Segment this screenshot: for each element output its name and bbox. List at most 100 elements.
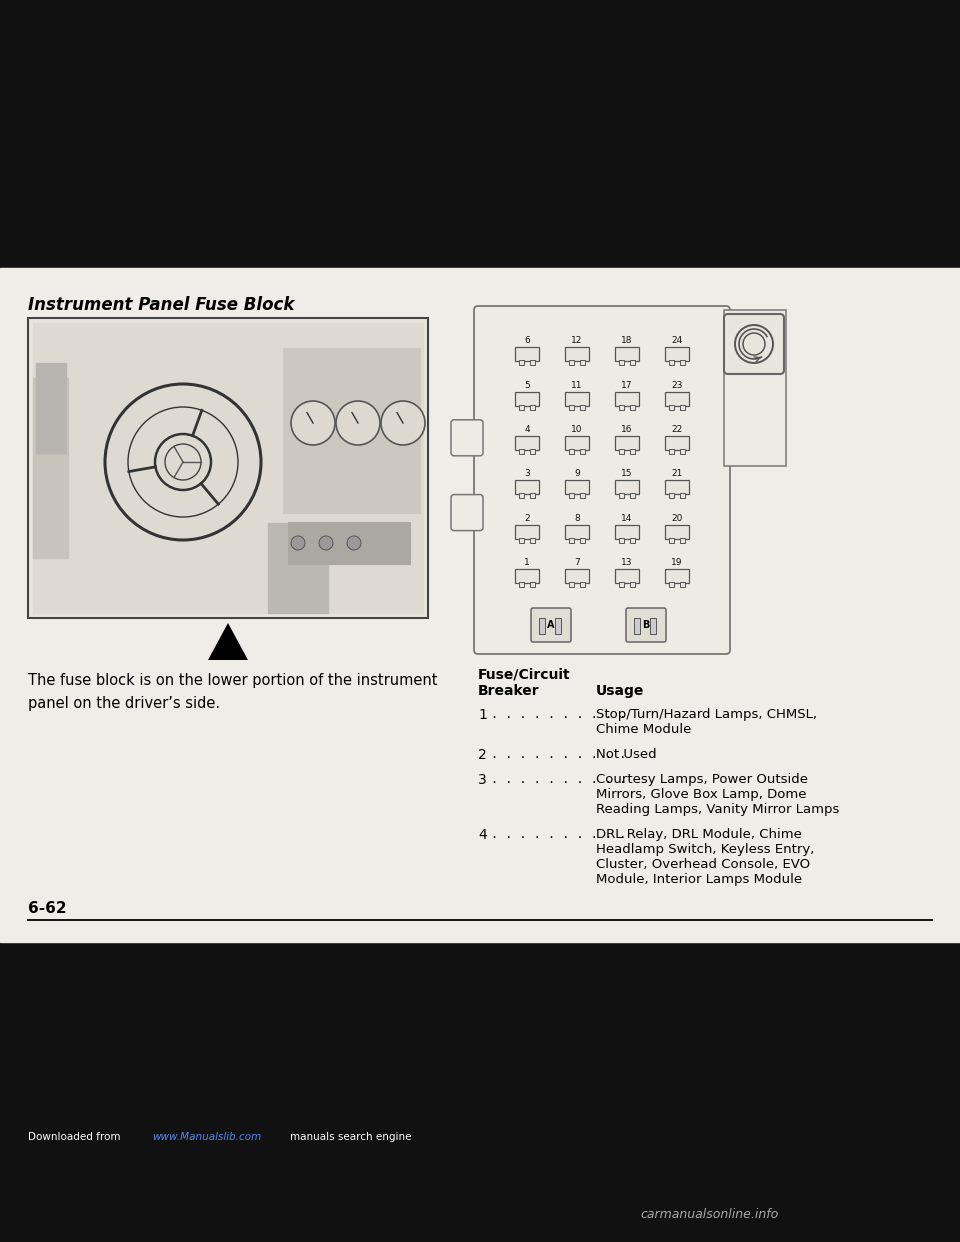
FancyBboxPatch shape: [565, 524, 589, 539]
Bar: [580, 581, 585, 586]
FancyBboxPatch shape: [28, 318, 428, 619]
FancyBboxPatch shape: [615, 481, 639, 494]
Text: Mirrors, Glove Box Lamp, Dome: Mirrors, Glove Box Lamp, Dome: [596, 787, 806, 801]
Text: 1: 1: [478, 708, 487, 722]
Bar: [630, 360, 635, 365]
Text: 22: 22: [671, 425, 683, 433]
Text: 4: 4: [524, 425, 530, 433]
Text: 16: 16: [621, 425, 633, 433]
Bar: [650, 619, 656, 633]
Text: Usage: Usage: [596, 684, 644, 698]
Polygon shape: [208, 623, 248, 660]
Bar: [33, 378, 68, 558]
Bar: [519, 581, 524, 586]
Bar: [619, 448, 624, 453]
Text: 5: 5: [524, 380, 530, 390]
Bar: [569, 448, 574, 453]
Text: 8: 8: [574, 513, 580, 523]
Bar: [669, 405, 674, 410]
Bar: [519, 448, 524, 453]
FancyBboxPatch shape: [531, 609, 571, 642]
Text: www.Manualslib.com: www.Manualslib.com: [152, 1131, 261, 1141]
Bar: [630, 581, 635, 586]
Bar: [268, 523, 328, 614]
Text: 2: 2: [524, 513, 530, 523]
Bar: [630, 538, 635, 543]
Text: B: B: [642, 620, 650, 630]
FancyBboxPatch shape: [565, 348, 589, 361]
Bar: [539, 619, 545, 633]
Text: Reading Lamps, Vanity Mirror Lamps: Reading Lamps, Vanity Mirror Lamps: [596, 804, 839, 816]
Text: carmanualsonline.info: carmanualsonline.info: [640, 1207, 779, 1221]
Bar: [283, 348, 420, 513]
FancyBboxPatch shape: [565, 436, 589, 450]
FancyBboxPatch shape: [615, 391, 639, 405]
FancyBboxPatch shape: [565, 391, 589, 405]
Bar: [519, 538, 524, 543]
FancyBboxPatch shape: [724, 314, 784, 374]
FancyBboxPatch shape: [515, 524, 539, 539]
Text: Breaker: Breaker: [478, 684, 540, 698]
Bar: [724, 310, 786, 467]
Text: Cluster, Overhead Console, EVO: Cluster, Overhead Console, EVO: [596, 858, 810, 871]
Text: Module, Interior Lamps Module: Module, Interior Lamps Module: [596, 873, 803, 886]
Bar: [530, 360, 535, 365]
Text: 1: 1: [524, 558, 530, 566]
Bar: [33, 323, 423, 614]
FancyBboxPatch shape: [665, 436, 689, 450]
Circle shape: [291, 537, 305, 550]
Bar: [0, 268, 960, 941]
Text: 7: 7: [574, 558, 580, 566]
FancyBboxPatch shape: [665, 524, 689, 539]
Text: 24: 24: [671, 337, 683, 345]
Bar: [580, 448, 585, 453]
Bar: [580, 538, 585, 543]
Bar: [619, 493, 624, 498]
Bar: [630, 448, 635, 453]
FancyBboxPatch shape: [665, 348, 689, 361]
Text: A: A: [547, 620, 555, 630]
FancyBboxPatch shape: [451, 494, 483, 530]
FancyBboxPatch shape: [665, 569, 689, 582]
Text: 18: 18: [621, 337, 633, 345]
Circle shape: [336, 401, 380, 445]
Bar: [569, 538, 574, 543]
Text: 15: 15: [621, 469, 633, 478]
Text: 3: 3: [524, 469, 530, 478]
Text: 6-62: 6-62: [28, 900, 66, 917]
Bar: [680, 493, 685, 498]
Bar: [519, 493, 524, 498]
Bar: [680, 538, 685, 543]
Text: 3: 3: [478, 773, 487, 787]
FancyBboxPatch shape: [515, 391, 539, 405]
Bar: [669, 493, 674, 498]
Text: . . . . . . . . . .: . . . . . . . . . .: [491, 828, 626, 841]
FancyBboxPatch shape: [615, 524, 639, 539]
FancyBboxPatch shape: [665, 481, 689, 494]
Text: Chime Module: Chime Module: [596, 723, 691, 737]
Bar: [619, 538, 624, 543]
Bar: [569, 405, 574, 410]
Text: 17: 17: [621, 380, 633, 390]
FancyBboxPatch shape: [665, 391, 689, 405]
Bar: [669, 581, 674, 586]
Bar: [580, 360, 585, 365]
Circle shape: [319, 537, 333, 550]
Text: Instrument Panel Fuse Block: Instrument Panel Fuse Block: [28, 296, 295, 314]
Circle shape: [381, 401, 425, 445]
Circle shape: [291, 401, 335, 445]
Text: . . . . . . . . . .: . . . . . . . . . .: [491, 773, 626, 786]
Bar: [630, 405, 635, 410]
Text: 11: 11: [571, 380, 583, 390]
Text: Stop/Turn/Hazard Lamps, CHMSL,: Stop/Turn/Hazard Lamps, CHMSL,: [596, 708, 817, 722]
Text: Downloaded from: Downloaded from: [28, 1131, 121, 1141]
Text: . . . . . . . . . .: . . . . . . . . . .: [491, 748, 626, 761]
Bar: [519, 360, 524, 365]
Bar: [680, 405, 685, 410]
Text: 21: 21: [671, 469, 683, 478]
Text: 19: 19: [671, 558, 683, 566]
FancyBboxPatch shape: [615, 348, 639, 361]
FancyBboxPatch shape: [515, 348, 539, 361]
Text: 14: 14: [621, 513, 633, 523]
Text: Not Used: Not Used: [596, 748, 657, 761]
